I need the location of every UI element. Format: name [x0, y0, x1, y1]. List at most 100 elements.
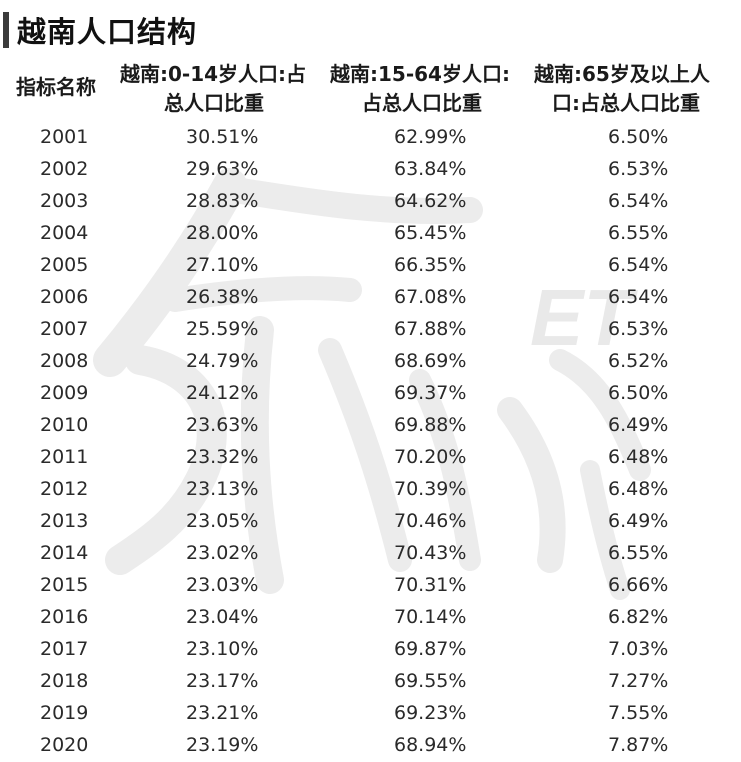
table-row: 2017 23.10% 69.87% 7.03%	[0, 633, 741, 665]
age-0-14-cell: 28.00%	[186, 222, 259, 244]
year-cell: 2013	[40, 510, 89, 532]
age-65-plus-cell: 6.48%	[608, 446, 669, 468]
age-0-14-cell: 23.32%	[186, 446, 259, 468]
age-0-14-cell: 26.38%	[186, 286, 259, 308]
age-15-64-cell: 70.14%	[394, 606, 467, 628]
table-row: 2002 29.63% 63.84% 6.53%	[0, 153, 741, 185]
year-cell: 2005	[40, 254, 89, 276]
age-65-plus-cell: 6.82%	[608, 606, 669, 628]
year-cell: 2002	[40, 158, 89, 180]
age-65-plus-cell: 6.54%	[608, 254, 669, 276]
age-0-14-cell: 23.04%	[186, 606, 259, 628]
age-0-14-cell: 25.59%	[186, 318, 259, 340]
header-age-65-plus: 越南:65岁及以上人 口:占总人口比重	[534, 60, 739, 118]
year-cell: 2010	[40, 414, 89, 436]
age-15-64-cell: 69.23%	[394, 702, 467, 724]
table-row: 2020 23.19% 68.94% 7.87%	[0, 729, 741, 761]
age-0-14-cell: 23.17%	[186, 670, 259, 692]
year-cell: 2007	[40, 318, 89, 340]
table-row: 2005 27.10% 66.35% 6.54%	[0, 249, 741, 281]
year-cell: 2006	[40, 286, 89, 308]
age-15-64-cell: 69.88%	[394, 414, 467, 436]
age-15-64-cell: 68.69%	[394, 350, 467, 372]
age-15-64-cell: 67.08%	[394, 286, 467, 308]
age-15-64-cell: 70.31%	[394, 574, 467, 596]
age-65-plus-cell: 6.55%	[608, 542, 669, 564]
table-row: 2016 23.04% 70.14% 6.82%	[0, 601, 741, 633]
year-cell: 2017	[40, 638, 89, 660]
year-cell: 2004	[40, 222, 89, 244]
age-0-14-cell: 23.05%	[186, 510, 259, 532]
table-row: 2018 23.17% 69.55% 7.27%	[0, 665, 741, 697]
age-0-14-cell: 23.63%	[186, 414, 259, 436]
year-cell: 2018	[40, 670, 89, 692]
age-65-plus-cell: 6.52%	[608, 350, 669, 372]
table-row: 2004 28.00% 65.45% 6.55%	[0, 217, 741, 249]
age-15-64-cell: 69.87%	[394, 638, 467, 660]
table-row: 2012 23.13% 70.39% 6.48%	[0, 473, 741, 505]
header-indicator-name: 指标名称	[16, 75, 96, 99]
age-15-64-cell: 63.84%	[394, 158, 467, 180]
age-65-plus-cell: 6.54%	[608, 286, 669, 308]
table-row: 2019 23.21% 69.23% 7.55%	[0, 697, 741, 729]
age-0-14-cell: 23.21%	[186, 702, 259, 724]
table-row: 2007 25.59% 67.88% 6.53%	[0, 313, 741, 345]
age-65-plus-cell: 6.66%	[608, 574, 669, 596]
year-cell: 2012	[40, 478, 89, 500]
age-15-64-cell: 70.20%	[394, 446, 467, 468]
age-0-14-cell: 30.51%	[186, 126, 259, 148]
age-65-plus-cell: 7.27%	[608, 670, 669, 692]
year-cell: 2014	[40, 542, 89, 564]
table-row: 2003 28.83% 64.62% 6.54%	[0, 185, 741, 217]
header-age-0-14: 越南:0-14岁人口:占 总人口比重	[120, 60, 325, 118]
age-0-14-cell: 28.83%	[186, 190, 259, 212]
year-cell: 2015	[40, 574, 89, 596]
table-row: 2011 23.32% 70.20% 6.48%	[0, 441, 741, 473]
title-block: 越南人口结构	[3, 10, 197, 50]
title-accent-bar	[3, 12, 9, 48]
age-0-14-cell: 23.03%	[186, 574, 259, 596]
age-15-64-cell: 64.62%	[394, 190, 467, 212]
age-0-14-cell: 23.19%	[186, 734, 259, 756]
age-65-plus-cell: 6.50%	[608, 126, 669, 148]
header-age-0-14-line1: 越南:0-14岁人口:占	[120, 62, 307, 86]
age-65-plus-cell: 7.87%	[608, 734, 669, 756]
table-row: 2006 26.38% 67.08% 6.54%	[0, 281, 741, 313]
year-cell: 2011	[40, 446, 89, 468]
year-cell: 2016	[40, 606, 89, 628]
age-65-plus-cell: 6.49%	[608, 510, 669, 532]
age-0-14-cell: 23.13%	[186, 478, 259, 500]
age-15-64-cell: 70.46%	[394, 510, 467, 532]
table-row: 2001 30.51% 62.99% 6.50%	[0, 121, 741, 153]
age-65-plus-cell: 6.55%	[608, 222, 669, 244]
age-15-64-cell: 69.55%	[394, 670, 467, 692]
header-age-15-64: 越南:15-64岁人口: 占总人口比重	[330, 60, 530, 118]
year-cell: 2001	[40, 126, 89, 148]
age-15-64-cell: 66.35%	[394, 254, 467, 276]
table-body: 2001 30.51% 62.99% 6.50% 2002 29.63% 63.84% 6.5…	[0, 121, 741, 761]
age-65-plus-cell: 6.48%	[608, 478, 669, 500]
table-row: 2009 24.12% 69.37% 6.50%	[0, 377, 741, 409]
age-0-14-cell: 23.02%	[186, 542, 259, 564]
age-15-64-cell: 70.43%	[394, 542, 467, 564]
age-0-14-cell: 24.79%	[186, 350, 259, 372]
age-15-64-cell: 69.37%	[394, 382, 467, 404]
year-cell: 2020	[40, 734, 89, 756]
age-65-plus-cell: 7.55%	[608, 702, 669, 724]
age-65-plus-cell: 6.54%	[608, 190, 669, 212]
age-15-64-cell: 68.94%	[394, 734, 467, 756]
header-age-15-64-line1: 越南:15-64岁人口:	[330, 62, 510, 86]
year-cell: 2003	[40, 190, 89, 212]
table-row: 2014 23.02% 70.43% 6.55%	[0, 537, 741, 569]
page-title: 越南人口结构	[17, 15, 198, 49]
year-cell: 2009	[40, 382, 89, 404]
table-row: 2008 24.79% 68.69% 6.52%	[0, 345, 741, 377]
age-15-64-cell: 65.45%	[394, 222, 467, 244]
year-cell: 2008	[40, 350, 89, 372]
age-0-14-cell: 27.10%	[186, 254, 259, 276]
year-cell: 2019	[40, 702, 89, 724]
age-65-plus-cell: 7.03%	[608, 638, 669, 660]
age-0-14-cell: 29.63%	[186, 158, 259, 180]
age-65-plus-cell: 6.53%	[608, 158, 669, 180]
header-age-65-plus-line1: 越南:65岁及以上人	[534, 62, 710, 86]
